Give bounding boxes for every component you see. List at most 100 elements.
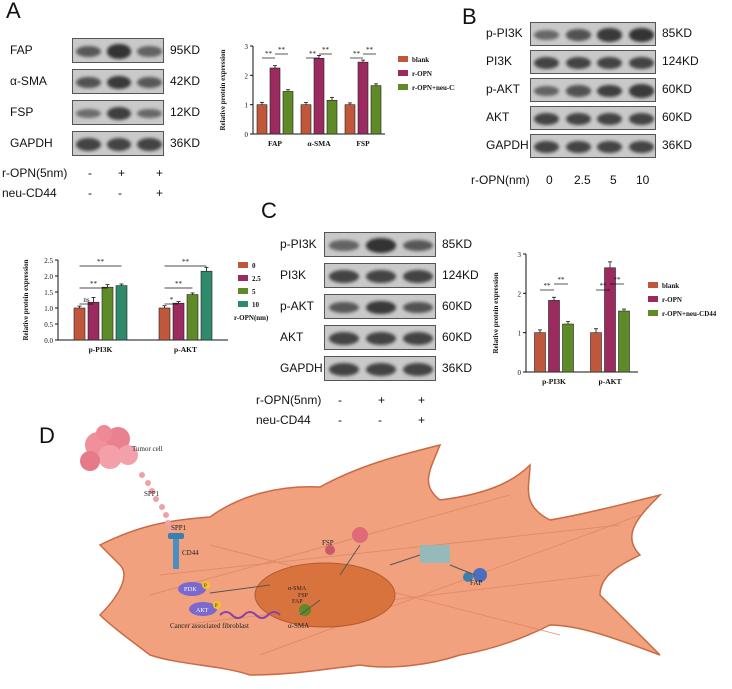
panel-b-protein-label: AKT <box>486 110 510 124</box>
y-tick-label: 2.0 <box>44 273 53 281</box>
y-axis-label: Relative protein expression <box>492 272 500 353</box>
bar-r-OPN-α-SMA <box>313 58 325 135</box>
legend-label-5: 5 <box>252 288 256 296</box>
panel-a-size-label: 36KD <box>170 135 201 150</box>
panel-a-band <box>137 108 162 119</box>
legend-swatch-2.5 <box>238 275 248 281</box>
panel-c-blot-strip <box>324 263 436 288</box>
nucleus-fsp-label: FSP <box>298 593 309 599</box>
significance-label: ** <box>175 280 183 288</box>
panel-b-band <box>597 112 623 126</box>
panel-c-band <box>328 301 359 314</box>
y-tick-label: 3 <box>518 251 522 259</box>
panel-a-band <box>106 44 132 59</box>
panel-a-blot-strip <box>72 131 164 156</box>
x-tick-label: α-SMA <box>307 139 331 148</box>
bar-r-OPN-FSP <box>357 61 369 135</box>
fap-label: FAP <box>470 579 482 587</box>
panel-letter-b: B <box>462 4 477 29</box>
y-tick-label: 1 <box>245 102 249 110</box>
panel-c-condition-mark: + <box>418 413 426 427</box>
legend-label-r-OPN: r-OPN <box>662 296 682 304</box>
panel-a-size-label: 42KD <box>170 73 201 88</box>
panel-a-condition-mark: + <box>156 186 164 200</box>
panel-a-condition-mark: + <box>156 166 164 180</box>
legend-swatch-blank <box>648 282 658 288</box>
nucleus-asma-label: α-SMA <box>288 586 307 592</box>
panel-a-protein-label: FAP <box>10 42 33 57</box>
akt-phospho <box>213 601 221 609</box>
legend-swatch-r-OPN+neu-CD44 <box>398 84 408 90</box>
panel-b-band <box>565 56 591 70</box>
akt-label: AKT <box>196 608 209 614</box>
pi3k-node <box>178 582 206 596</box>
significance-label: ** <box>366 46 374 54</box>
y-tick-label: 0.0 <box>44 337 53 345</box>
bar-5-p-AKT <box>186 294 199 341</box>
panel-b-blot-strip <box>530 134 656 158</box>
panel-c-condition-label: r-OPN(5nm) <box>256 393 322 407</box>
legend-label-r-OPN+neu-CD44: r-OPN+neu-CD44 <box>662 310 717 318</box>
panel-c-band <box>366 300 396 315</box>
panel-b-band <box>534 140 560 154</box>
panel-a-condition-mark: - <box>88 166 92 180</box>
panel-c-band <box>403 301 434 314</box>
panel-a-condition-label: neu-CD44 <box>2 186 57 200</box>
bar-r-OPN-p-PI3K <box>548 300 560 373</box>
nucleus-fap-label: FAP <box>292 599 303 605</box>
panel-b-blot-strip <box>530 22 656 46</box>
bar-5-p-PI3K <box>101 286 114 341</box>
panel-c-band <box>403 332 434 345</box>
legend-title: r-OPN(nm) <box>234 314 269 322</box>
panel-b-dose-2-5: 2.5 <box>574 173 591 187</box>
y-axis-label: Relative protein expression <box>22 259 30 340</box>
panel-b-dose-5: 5 <box>610 173 617 187</box>
secreted-spp1-dots <box>139 472 175 532</box>
legend-label-10: 10 <box>252 301 260 309</box>
panel-c-blot-strip <box>324 325 436 350</box>
panel-a-protein-label: GAPDH <box>10 135 53 150</box>
caf-label: Cancer associated fibroblast <box>170 622 249 630</box>
panel-c-size-label: 60KD <box>442 329 473 344</box>
panel-a-band <box>106 106 132 121</box>
panel-a-band <box>106 75 132 90</box>
legend-swatch-r-OPN <box>398 70 408 76</box>
panel-a-blot-strip <box>72 100 164 125</box>
akt-p-label: P <box>215 604 218 609</box>
panel-c-band <box>366 363 396 376</box>
panel-a-protein-label: FSP <box>10 104 34 119</box>
panel-a-condition-label: r-OPN(5nm) <box>2 166 68 180</box>
panel-letter-c: C <box>261 198 277 223</box>
panel-a-size-label: 12KD <box>170 104 201 119</box>
panel-b-band <box>534 112 560 126</box>
panel-b-band <box>565 29 591 41</box>
panel-b-band <box>597 140 623 154</box>
panel-b-band <box>597 28 623 42</box>
x-tick-label: p-AKT <box>174 345 197 354</box>
panel-c-size-label: 60KD <box>442 298 473 313</box>
panel-c-protein-label: p-PI3K <box>280 236 317 251</box>
panel-c-blot-strip <box>324 356 436 381</box>
panel-c-blot-strip <box>324 232 436 257</box>
asma-label: α-SMA <box>288 622 309 630</box>
pi3k-p-label: P <box>204 584 207 589</box>
y-tick-label: 2.5 <box>44 257 53 265</box>
panel-b-dose-0: 0 <box>546 173 553 187</box>
panel-b-band <box>628 56 654 70</box>
panel-c-condition-mark: - <box>338 413 342 427</box>
significance-label: ** <box>97 258 105 266</box>
product-icons <box>299 527 487 616</box>
pathway-arrows <box>209 544 476 616</box>
panel-d-schematic: Tumor cell SPP1 SPP1 CD44 PI3K AKT P P α… <box>80 425 663 676</box>
fsp-label: FSP <box>322 539 334 547</box>
bar-r-OPN+neu-CD44-p-AKT <box>618 310 630 373</box>
panel-c-protein-label: p-AKT <box>280 298 315 313</box>
legend-swatch-r-OPN+neu-CD44 <box>648 310 658 316</box>
bar-r-OPN+neu-CD44-α-SMA <box>326 99 338 135</box>
legend-swatch-5 <box>238 288 248 294</box>
significance-label: ** <box>90 280 98 288</box>
panel-c-blot-strip <box>324 294 436 319</box>
panel-b-dose-label: r-OPN(nm) <box>471 173 530 187</box>
y-tick-label: 0.5 <box>44 321 53 329</box>
panel-c-band <box>366 332 396 345</box>
